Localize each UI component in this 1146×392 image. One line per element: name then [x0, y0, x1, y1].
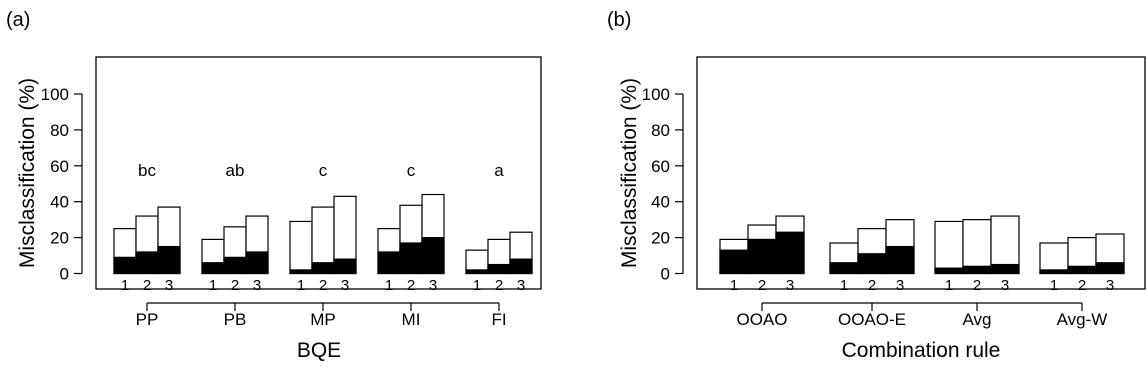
bar-sub-label: 3: [786, 277, 794, 294]
bar-sub-label: 2: [973, 277, 981, 294]
bar-black: [245, 251, 269, 275]
bar-black: [289, 269, 313, 275]
category-label: PP: [136, 310, 159, 329]
bar-sub-label: 1: [730, 277, 738, 294]
bar-sub-label: 2: [407, 277, 415, 294]
bar-sub-label: 3: [253, 277, 261, 294]
bar-total: [934, 220, 964, 275]
y-tick-label: 20: [50, 229, 69, 248]
group-letter-label: c: [407, 161, 416, 180]
y-tick-label: 60: [50, 157, 69, 176]
bar-black: [1095, 262, 1125, 275]
panel-label: (b): [607, 9, 631, 31]
bar-black: [333, 258, 357, 275]
bar-sub-label: 3: [429, 277, 437, 294]
bar-sub-label: 2: [143, 277, 151, 294]
bar-sub-label: 3: [896, 277, 904, 294]
bar-black: [990, 263, 1020, 275]
category-label: PB: [224, 310, 247, 329]
category-label: OOAO-E: [838, 310, 906, 329]
bar-black: [113, 256, 137, 275]
bar-sub-label: 1: [840, 277, 848, 294]
bar-black: [223, 256, 247, 275]
bar-sub-label: 1: [945, 277, 953, 294]
bar-black: [157, 245, 181, 275]
y-axis-title: Misclassification (%): [618, 78, 641, 268]
bar-total: [962, 219, 992, 275]
group-letter-label: bc: [138, 161, 156, 180]
category-label: FI: [491, 310, 506, 329]
plot-frame: [696, 56, 1146, 290]
bar-total: [1039, 242, 1069, 275]
bar-sub-label: 1: [297, 277, 305, 294]
bar-sub-label: 2: [495, 277, 503, 294]
bar-black: [962, 265, 992, 275]
bar-sub-label: 3: [341, 277, 349, 294]
y-tick-label: 0: [60, 265, 69, 284]
y-tick-label: 40: [50, 193, 69, 212]
bar-sub-label: 2: [319, 277, 327, 294]
y-tick-label: 20: [651, 229, 670, 248]
panel-label: (a): [6, 9, 30, 31]
bar-black: [775, 231, 805, 275]
bar-sub-label: 3: [165, 277, 173, 294]
bar-sub-label: 2: [758, 277, 766, 294]
bar-sub-label: 3: [1001, 277, 1009, 294]
group-letter-label: a: [494, 161, 504, 180]
bar-black: [135, 251, 159, 275]
bar-black: [421, 237, 445, 275]
bar-sub-label: 1: [385, 277, 393, 294]
bar-sub-label: 1: [1050, 277, 1058, 294]
plot-frame: [95, 56, 542, 290]
group-letter-label: c: [319, 161, 328, 180]
y-tick-label: 80: [50, 121, 69, 140]
bar-total: [289, 220, 313, 275]
bar-sub-label: 1: [473, 277, 481, 294]
bar-black: [857, 253, 887, 275]
group-letter-label: ab: [226, 161, 245, 180]
category-label: OOAO: [736, 310, 787, 329]
bar-sub-label: 2: [231, 277, 239, 294]
bar-black: [201, 262, 225, 275]
bar-black: [311, 262, 335, 275]
bar-sub-label: 1: [209, 277, 217, 294]
bar-sub-label: 2: [868, 277, 876, 294]
category-label: Avg-W: [1057, 310, 1108, 329]
x-axis-title: BQE: [297, 339, 341, 362]
bar-black: [829, 262, 859, 275]
bar-black: [465, 269, 489, 275]
bar-black: [1067, 265, 1097, 275]
y-tick-label: 0: [661, 265, 670, 284]
y-tick-label: 100: [41, 85, 69, 104]
bar-black: [509, 258, 533, 275]
y-tick-label: 60: [651, 157, 670, 176]
bar-black: [747, 238, 777, 275]
bar-sub-label: 3: [1106, 277, 1114, 294]
y-tick-label: 100: [642, 85, 670, 104]
category-label: MP: [310, 310, 336, 329]
y-tick-label: 40: [651, 193, 670, 212]
bar-black: [377, 251, 401, 275]
bar-black: [885, 245, 915, 275]
bar-sub-label: 3: [517, 277, 525, 294]
bar-sub-label: 1: [121, 277, 129, 294]
bar-black: [1039, 269, 1069, 275]
category-label: Avg: [963, 310, 992, 329]
bar-black: [399, 242, 423, 275]
y-axis-title: Misclassification (%): [16, 78, 39, 268]
category-label: MI: [402, 310, 421, 329]
bar-black: [719, 249, 749, 275]
bar-sub-label: 2: [1078, 277, 1086, 294]
bar-black: [487, 263, 511, 275]
bar-black: [934, 267, 964, 275]
y-tick-label: 80: [651, 121, 670, 140]
x-axis-title: Combination rule: [842, 339, 1001, 362]
